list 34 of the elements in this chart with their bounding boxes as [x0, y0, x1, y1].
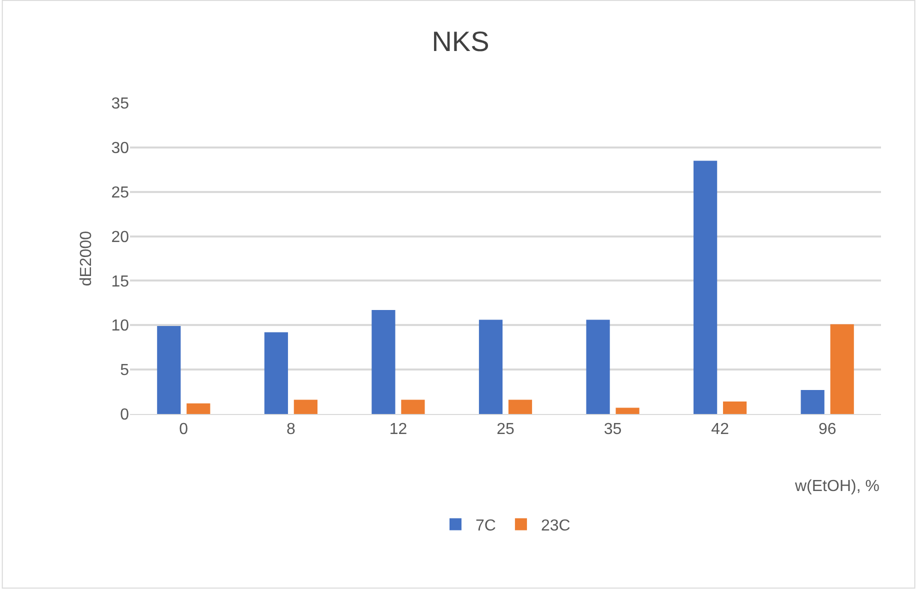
bar — [478, 320, 503, 414]
legend-label: 23C — [540, 517, 570, 534]
x-tick-label: 96 — [818, 421, 836, 438]
y-axis-title: dE2000 — [78, 230, 96, 286]
bar — [508, 400, 532, 414]
bar — [830, 324, 854, 414]
y-tick-label: 25 — [111, 184, 130, 202]
x-tick-label: 42 — [711, 421, 730, 438]
legend-label: 7C — [476, 517, 496, 534]
y-tick-label: 20 — [111, 228, 130, 246]
bar — [723, 402, 747, 414]
bar — [616, 408, 640, 414]
bar — [586, 320, 610, 414]
x-tick-label: 25 — [496, 421, 514, 438]
x-tick-label: 12 — [389, 421, 408, 438]
y-tick-label: 10 — [111, 318, 130, 335]
bar — [800, 390, 824, 414]
x-axis-title: w(EtOH), % — [794, 478, 880, 495]
bar — [401, 400, 425, 414]
bar — [264, 332, 288, 414]
bar — [157, 326, 181, 414]
y-tick-label: 15 — [111, 273, 130, 290]
bar — [694, 160, 718, 414]
x-tick-label: 8 — [286, 421, 296, 438]
x-tick-label: 35 — [604, 421, 622, 438]
x-tick-label: 0 — [179, 421, 188, 438]
y-tick-label: 35 — [111, 96, 130, 113]
y-tick-label: 0 — [120, 406, 130, 424]
chart-title: NKS — [432, 26, 490, 58]
bar — [186, 403, 210, 414]
bar — [294, 400, 318, 414]
bar — [372, 310, 396, 414]
y-tick-label: 30 — [111, 140, 130, 158]
y-tick-label: 5 — [120, 362, 130, 380]
